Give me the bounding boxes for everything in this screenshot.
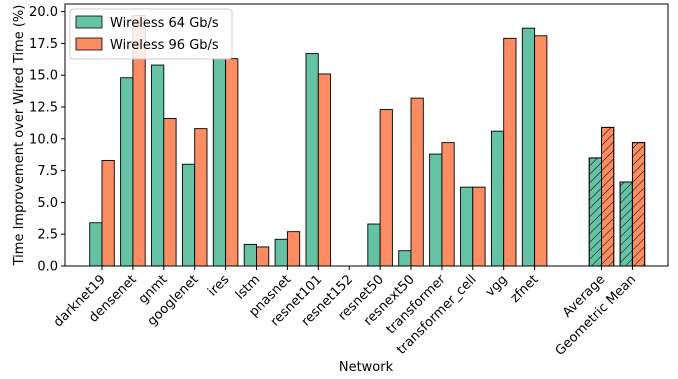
bar-64-darknet19 bbox=[89, 222, 103, 267]
bar-96-resnet101 bbox=[317, 73, 332, 267]
bar-96-resnext50 bbox=[410, 97, 424, 267]
y-tick-label: 15.0 bbox=[29, 69, 58, 84]
y-tick-label: 7.5 bbox=[37, 164, 58, 179]
bar-hatch-96-average bbox=[601, 126, 615, 267]
bar-hatch-64-geometric-mean bbox=[619, 181, 633, 267]
bars-layer bbox=[89, 14, 646, 267]
y-axis: 0.0 2.5 5.0 7.5 10.0 12.5 15.0 17.5 20.0 bbox=[29, 5, 65, 275]
bar-64-lstm bbox=[243, 243, 257, 267]
bar-64-resnet101 bbox=[305, 53, 319, 267]
y-tick-label: 5.0 bbox=[37, 196, 58, 211]
y-tick-label: 12.5 bbox=[29, 101, 58, 116]
y-tick-label: 2.5 bbox=[37, 228, 58, 243]
bar-hatch-64-average bbox=[588, 157, 602, 267]
y-tick-label: 0.0 bbox=[37, 260, 58, 275]
bar-64-resnext50 bbox=[398, 250, 412, 267]
legend-label-96: Wireless 96 Gb/s bbox=[110, 38, 219, 53]
bar-96-transformer bbox=[441, 142, 455, 267]
bar-96-googlenet bbox=[194, 128, 208, 267]
legend-swatch-64 bbox=[75, 15, 103, 29]
legend: Wireless 64 Gb/s Wireless 96 Gb/s bbox=[69, 8, 233, 60]
x-axis-label: Network bbox=[339, 360, 394, 375]
bar-96-gnmt bbox=[163, 118, 177, 267]
bar-96-transformer-cell bbox=[472, 186, 486, 267]
bar-64-vgg bbox=[490, 130, 505, 267]
bar-96-pnasnet bbox=[286, 231, 301, 267]
bar-64-resnet50 bbox=[367, 223, 381, 267]
legend-swatch-96 bbox=[75, 37, 103, 51]
y-tick-label: 20.0 bbox=[29, 5, 58, 20]
plot-frame bbox=[64, 3, 669, 267]
bar-hatch-96-geometric-mean bbox=[631, 142, 646, 267]
bar-64-googlenet bbox=[181, 163, 196, 267]
bar-96-resnet50 bbox=[379, 109, 393, 267]
bar-96-darknet19 bbox=[101, 159, 115, 267]
bar-64-densenet bbox=[120, 77, 134, 267]
bar-96-vgg bbox=[503, 37, 517, 267]
y-axis-label: Time Improvement over Wired Time (%) bbox=[12, 5, 27, 267]
legend-frame bbox=[69, 8, 233, 60]
bar-64-transformer-cell bbox=[460, 186, 474, 267]
bar-64-gnmt bbox=[151, 64, 165, 267]
x-tick-label-vgg: vgg bbox=[483, 272, 511, 300]
bar-96-ires bbox=[225, 58, 239, 267]
bar-96-zfnet bbox=[534, 35, 548, 267]
bar-64-transformer bbox=[429, 153, 443, 267]
bar-64-pnasnet bbox=[274, 238, 288, 267]
bar-96-lstm bbox=[256, 246, 270, 267]
y-tick-label: 17.5 bbox=[29, 37, 58, 52]
bar-64-ires bbox=[212, 58, 227, 267]
legend-label-64: Wireless 64 Gb/s bbox=[110, 16, 219, 31]
bar-64-zfnet bbox=[521, 27, 536, 267]
x-tick-label-ires: ires bbox=[205, 272, 232, 299]
x-tick-label-zfnet: zfnet bbox=[508, 272, 542, 306]
y-tick-label: 10.0 bbox=[29, 132, 58, 147]
